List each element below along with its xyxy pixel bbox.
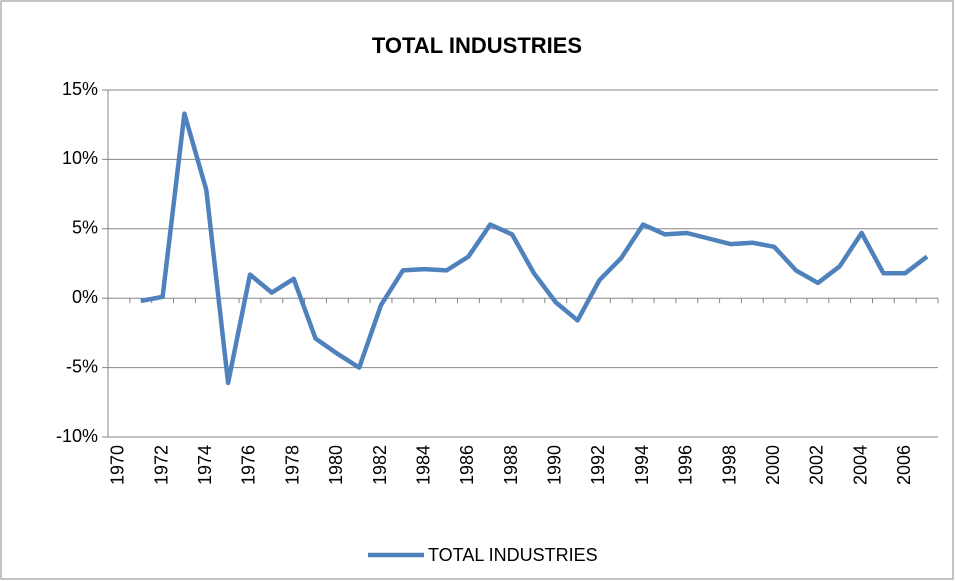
x-tick-label: 1970 bbox=[108, 445, 128, 485]
y-tick-label: 5% bbox=[72, 218, 98, 238]
x-tick-label: 2004 bbox=[850, 445, 870, 485]
y-tick-label: -10% bbox=[56, 426, 98, 446]
x-tick-label: 1974 bbox=[195, 445, 215, 485]
x-tick-label: 1990 bbox=[545, 445, 565, 485]
x-tick-label: 2006 bbox=[894, 445, 914, 485]
x-tick-label: 1988 bbox=[501, 445, 521, 485]
data-line bbox=[140, 111, 929, 386]
y-tick-label: 15% bbox=[62, 79, 98, 99]
x-tick-label: 1984 bbox=[413, 445, 433, 485]
x-tick-label: 1996 bbox=[676, 445, 696, 485]
legend-label: TOTAL INDUSTRIES bbox=[428, 545, 598, 565]
x-tick-label: 2000 bbox=[763, 445, 783, 485]
y-tick-label: -5% bbox=[66, 356, 98, 376]
x-tick-label: 1994 bbox=[632, 445, 652, 485]
x-tick-label: 1976 bbox=[239, 445, 259, 485]
y-tick-label: 10% bbox=[62, 148, 98, 168]
y-tick-label: 0% bbox=[72, 287, 98, 307]
x-tick-label: 1980 bbox=[326, 445, 346, 485]
x-tick-label: 1986 bbox=[457, 445, 477, 485]
chart-title: TOTAL INDUSTRIES bbox=[372, 33, 582, 58]
x-tick-label: 1998 bbox=[719, 445, 739, 485]
x-tick-label: 1982 bbox=[370, 445, 390, 485]
x-tick-label: 1972 bbox=[151, 445, 171, 485]
x-tick-label: 1978 bbox=[282, 445, 302, 485]
x-tick-label: 1992 bbox=[588, 445, 608, 485]
x-tick-label: 2002 bbox=[807, 445, 827, 485]
